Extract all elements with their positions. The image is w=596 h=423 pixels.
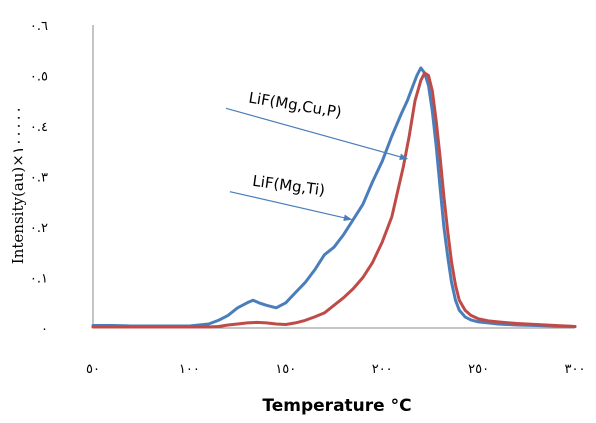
- x-tick-label: ٢٥٠: [468, 362, 489, 377]
- y-tick-label: ٠.٢: [30, 221, 48, 236]
- y-tick-label: ٠.١: [30, 272, 48, 287]
- x-tick-label: ١٥٠: [275, 362, 296, 377]
- x-axis-label: Temperature °C: [262, 396, 411, 416]
- y-tick-label: ٠.٣: [30, 171, 48, 186]
- series-line-lif-mg-cu-p: [91, 66, 577, 328]
- x-tick-label: ٣٠٠: [565, 362, 586, 377]
- x-tick-label: ١٠٠: [179, 362, 200, 377]
- annotation-arrow: [229, 191, 353, 222]
- x-axis: ٥٠ ١٠٠ ١٥٠ ٢٠٠ ٢٥٠ ٣٠٠: [86, 362, 585, 377]
- x-tick-label: ٢٠٠: [372, 362, 393, 377]
- y-axis-label: Intensity(au)×١٠٠٠٠٠: [9, 106, 27, 264]
- series-line-lif-mg-ti: [91, 71, 577, 329]
- y-tick-label: ٠: [41, 322, 48, 337]
- y-tick-label: ٠.٦: [30, 19, 48, 34]
- y-axis: ٠ ٠.١ ٠.٢ ٠.٣ ٠.٤ ٠.٥ ٠.٦: [30, 19, 48, 337]
- x-tick-label: ٥٠: [86, 362, 100, 377]
- annotation-arrow: [225, 107, 409, 161]
- series-layer: [91, 66, 577, 329]
- y-tick-label: ٠.٥: [30, 70, 48, 85]
- y-tick-label: ٠.٤: [30, 120, 48, 135]
